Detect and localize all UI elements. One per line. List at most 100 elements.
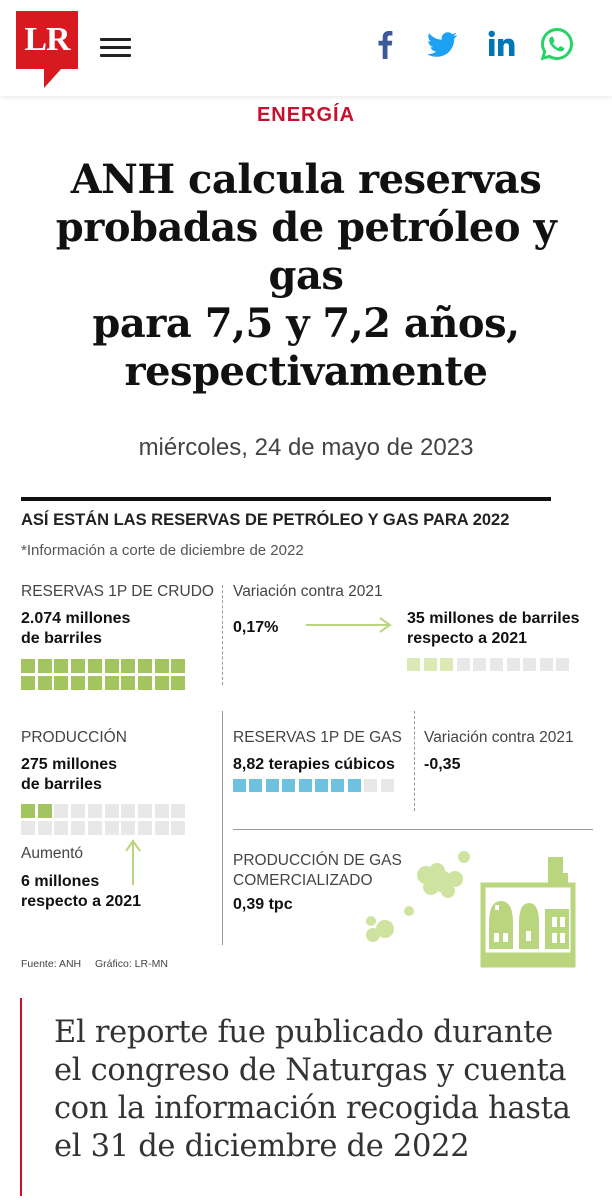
pictogram-square [54, 659, 69, 673]
pictogram-square [539, 658, 553, 671]
pictogram-square [137, 659, 152, 673]
facebook-icon[interactable] [367, 26, 403, 62]
pictogram-square [37, 675, 52, 690]
pictogram-square [171, 820, 186, 835]
crude-value-line: de barriles [21, 630, 102, 647]
pictogram-square [37, 659, 52, 673]
pictogram-square [71, 659, 86, 673]
pictogram-square [556, 658, 570, 671]
crude-variation-pct: 0,17% [233, 619, 279, 636]
pictogram-square [364, 779, 378, 792]
pictogram-square [54, 820, 69, 835]
production-value-line: de barriles [21, 776, 102, 793]
pictogram-square [121, 804, 136, 818]
gas-variation-label: Variación contra 2021 [424, 729, 574, 746]
pictogram-square [282, 779, 296, 792]
pictogram-square [71, 820, 86, 835]
pictogram-square [137, 675, 152, 690]
crude-label: RESERVAS 1P DE CRUDO [21, 583, 214, 600]
infographic-title: ASÍ ESTÁN LAS RESERVAS DE PETRÓLEO Y GAS… [21, 511, 510, 529]
pictogram-square [104, 675, 119, 690]
arrow-right-icon [306, 617, 392, 633]
divider [233, 829, 593, 830]
quote-line: el 31 de diciembre de 2022 [54, 1129, 470, 1164]
production-value: 275 millones de barriles [21, 755, 117, 795]
gas-production-label-line: COMERCIALIZADO [233, 872, 373, 889]
pictogram-square [137, 820, 152, 835]
pictogram-square [71, 804, 86, 818]
pictogram-square [423, 658, 437, 671]
pictogram-square [233, 779, 246, 792]
headline-line: respectivamente [124, 348, 488, 395]
gas-label: RESERVAS 1P DE GAS [233, 729, 402, 746]
whatsapp-icon[interactable] [539, 26, 575, 62]
gas-production-value: 0,39 tpc [233, 896, 293, 913]
lr-logo[interactable]: LR [16, 11, 78, 88]
pictogram-square [171, 659, 186, 673]
quote-text: El reporte fue publicado durante el cong… [54, 1014, 602, 1166]
pictogram-square [54, 675, 69, 690]
infographic-top-rule [21, 497, 551, 501]
increase-label: Aumentó [21, 845, 84, 862]
pictogram-square [171, 675, 186, 690]
gas-variation-value: -0,35 [424, 756, 461, 773]
hamburger-menu-icon[interactable] [100, 38, 131, 58]
crude-value: 2.074 millones de barriles [21, 609, 130, 649]
pictogram-square [104, 820, 119, 835]
gas-production-label-line: PRODUCCIÓN DE GAS [233, 852, 402, 869]
pictogram-square [331, 779, 345, 792]
pictogram-square [380, 779, 394, 792]
arrow-up-icon [125, 839, 141, 885]
crude-variation-line: 35 millones de barriles [407, 610, 580, 627]
pictogram-square [21, 659, 35, 673]
pictogram-square [21, 804, 35, 818]
headline-line: ANH calcula reservas [70, 156, 542, 203]
pictogram-square [154, 675, 169, 690]
pictogram-square [456, 658, 470, 671]
crude-variation-label: Variación contra 2021 [233, 583, 383, 600]
divider [222, 585, 223, 685]
pictogram-square [87, 820, 102, 835]
production-value-line: 275 millones [21, 756, 118, 773]
gas-production-label: PRODUCCIÓN DE GAS COMERCIALIZADO [233, 851, 402, 891]
pictogram-square [407, 658, 420, 671]
twitter-icon[interactable] [424, 26, 460, 62]
increase-value-line: respecto a 2021 [21, 893, 142, 910]
increase-value-line: 6 millones [21, 873, 100, 890]
pictogram-square [249, 779, 263, 792]
crude-value-line: 2.074 millones [21, 610, 131, 627]
gas-value: 8,82 terapies cúbicos [233, 756, 395, 773]
pictogram-square [347, 779, 361, 792]
pictogram-square [315, 779, 328, 792]
pictogram-square [71, 675, 86, 690]
linkedin-icon[interactable] [484, 26, 520, 62]
pictogram-square [21, 820, 35, 835]
section-label[interactable]: ENERGÍA [256, 104, 356, 126]
pictogram-square [87, 659, 102, 673]
pictogram-square [440, 658, 454, 671]
pictogram-square [121, 675, 136, 690]
pictogram-square [171, 804, 186, 818]
pictogram-square [87, 675, 102, 690]
quote-line: con la información recogida hasta [54, 1091, 571, 1126]
pictogram-square [87, 804, 102, 818]
pictogram-square [154, 659, 169, 673]
gas-plant-icon [366, 851, 576, 968]
pictogram-square [104, 804, 119, 818]
pictogram-square [523, 658, 537, 671]
headline-line: probadas de petróleo y gas [55, 204, 557, 299]
divider [222, 711, 223, 945]
production-label: PRODUCCIÓN [21, 729, 127, 746]
quote-line: El reporte fue publicado durante [54, 1015, 553, 1050]
graphic-credit: Gráfico: LR-MN [95, 958, 168, 970]
increase-value: 6 millones respecto a 2021 [21, 872, 141, 912]
infographic: ASÍ ESTÁN LAS RESERVAS DE PETRÓLEO Y GAS… [21, 497, 593, 975]
pictogram-square [154, 804, 169, 818]
top-bar: LR [0, 0, 612, 96]
pictogram-square [21, 675, 35, 690]
pictogram-square [473, 658, 487, 671]
logo-text: LR [16, 11, 78, 69]
pictogram-square [54, 804, 69, 818]
divider [414, 711, 415, 811]
headline: ANH calcula reservas probadas de petróle… [14, 156, 598, 396]
